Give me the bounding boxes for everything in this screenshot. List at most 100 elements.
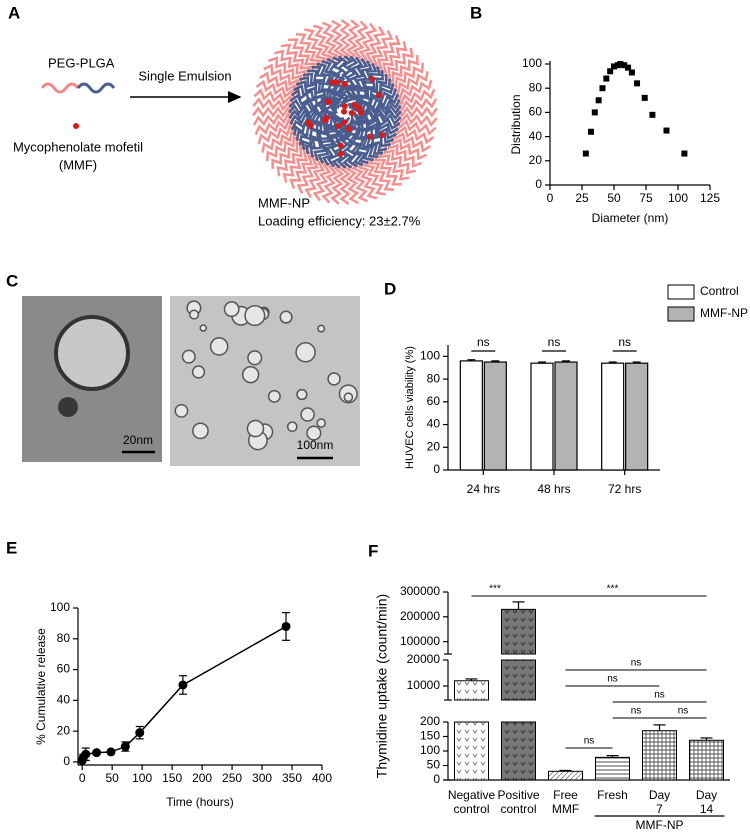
strand bbox=[296, 157, 323, 194]
strand bbox=[254, 118, 296, 136]
x-tick-label: 100 bbox=[668, 191, 688, 205]
bar bbox=[530, 362, 554, 471]
strand bbox=[380, 47, 414, 79]
bar bbox=[642, 730, 677, 781]
strand bbox=[384, 55, 419, 84]
strand bbox=[252, 97, 295, 112]
strand bbox=[357, 159, 378, 200]
strand bbox=[339, 162, 351, 205]
x-tick-label: 350 bbox=[282, 771, 302, 785]
strand bbox=[255, 79, 296, 100]
y-axis-label: Thymidine uptake (count/min) bbox=[374, 594, 390, 778]
point bbox=[599, 85, 606, 92]
point bbox=[281, 621, 291, 631]
particle bbox=[247, 350, 263, 366]
strand bbox=[304, 28, 328, 67]
peg-chain bbox=[40, 82, 80, 94]
comparison-label: ns bbox=[631, 706, 642, 717]
strand bbox=[373, 151, 402, 186]
particle bbox=[192, 422, 209, 440]
scale-bar-label: 20nm bbox=[123, 433, 153, 447]
y-tick-label: 100 bbox=[522, 56, 542, 70]
point bbox=[178, 680, 188, 690]
y-tick-label: 20 bbox=[57, 723, 71, 737]
particle bbox=[343, 392, 354, 403]
x-tick-label: Fresh bbox=[597, 788, 628, 802]
strand bbox=[321, 21, 339, 63]
strand bbox=[376, 41, 408, 74]
x-tick-label: 0 bbox=[547, 191, 554, 205]
point bbox=[607, 68, 614, 75]
bar bbox=[625, 362, 649, 471]
drug-dot bbox=[368, 75, 375, 82]
strand bbox=[394, 88, 436, 106]
point bbox=[603, 75, 610, 82]
bar bbox=[459, 360, 483, 471]
strand bbox=[312, 24, 333, 65]
particle bbox=[58, 397, 78, 417]
annotation: ns bbox=[548, 335, 561, 349]
y-tick-label: 100 bbox=[420, 743, 440, 757]
drug-dot bbox=[337, 150, 344, 157]
strand bbox=[330, 19, 345, 62]
strand bbox=[351, 109, 401, 131]
point bbox=[595, 97, 602, 104]
y-tick-label: 80 bbox=[529, 80, 543, 94]
drug-dot bbox=[73, 123, 79, 129]
x-tick-label: 0 bbox=[79, 771, 86, 785]
drug-dot bbox=[337, 142, 344, 149]
x-tick-label: 75 bbox=[639, 191, 653, 205]
strand bbox=[295, 32, 322, 70]
bar bbox=[501, 721, 536, 781]
strand bbox=[390, 134, 427, 161]
x-tick-label: 24 hrs bbox=[467, 482, 500, 496]
x-tick-label: 25 bbox=[575, 191, 589, 205]
strand bbox=[312, 161, 333, 202]
x-tick-label: 150 bbox=[162, 771, 182, 785]
strand bbox=[304, 124, 335, 155]
x-tick-label: 200 bbox=[192, 771, 212, 785]
bar bbox=[554, 361, 578, 471]
strand bbox=[357, 121, 388, 153]
strand bbox=[392, 129, 432, 153]
bar bbox=[689, 739, 724, 781]
strand bbox=[306, 69, 341, 109]
y-tick-label: 60 bbox=[57, 662, 71, 676]
point bbox=[591, 109, 598, 116]
point bbox=[634, 80, 641, 87]
y-tick-label: 20 bbox=[427, 439, 441, 453]
y-tick-label: 100000 bbox=[400, 634, 440, 648]
point bbox=[621, 62, 628, 69]
strand bbox=[304, 159, 328, 199]
drug-dot bbox=[341, 119, 348, 126]
x-tick-label: 250 bbox=[222, 771, 242, 785]
point bbox=[81, 749, 91, 759]
point bbox=[120, 742, 130, 752]
y-tick-label: 0 bbox=[433, 772, 440, 786]
strand bbox=[395, 97, 438, 112]
strand bbox=[372, 35, 401, 70]
loading-label: Loading efficiency: 23±2.7% bbox=[258, 213, 421, 228]
strand bbox=[268, 56, 303, 85]
strand bbox=[394, 124, 435, 145]
bar bbox=[601, 362, 625, 471]
process-label: Single Emulsion bbox=[138, 68, 231, 83]
bar bbox=[501, 608, 536, 655]
strand bbox=[265, 135, 303, 162]
comparison-label: ns bbox=[678, 706, 689, 717]
point bbox=[617, 61, 624, 67]
point bbox=[582, 150, 589, 157]
point bbox=[106, 747, 116, 757]
strand bbox=[351, 161, 369, 203]
plga-chain bbox=[76, 82, 116, 94]
point bbox=[649, 111, 656, 118]
particle bbox=[317, 324, 326, 333]
strand bbox=[330, 162, 345, 205]
nanoparticle bbox=[252, 19, 438, 205]
strand bbox=[253, 88, 295, 106]
particle bbox=[316, 418, 326, 428]
drug-dot bbox=[348, 110, 355, 117]
strand bbox=[280, 43, 312, 77]
strand bbox=[282, 150, 314, 183]
strand bbox=[395, 106, 438, 118]
